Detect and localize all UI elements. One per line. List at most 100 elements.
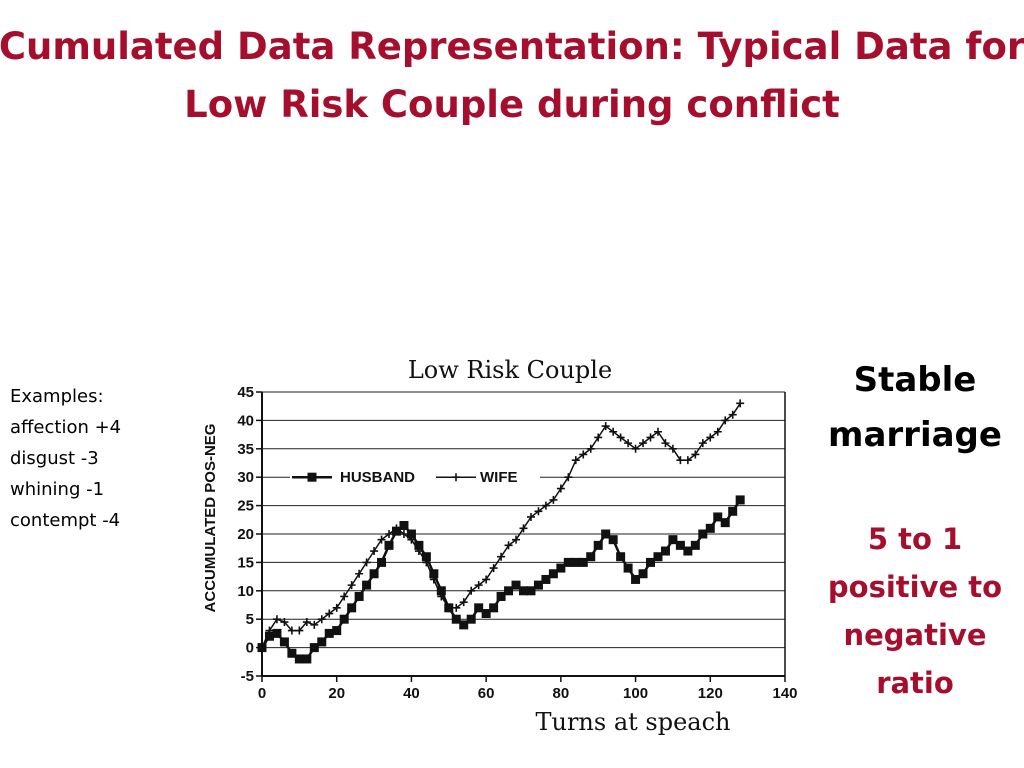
data-point-wife: [489, 564, 498, 573]
data-point-wife: [414, 547, 423, 556]
data-point-wife: [459, 598, 468, 607]
y-tick-label: 10: [237, 583, 254, 600]
data-point-husband: [384, 540, 394, 550]
data-point-wife: [661, 439, 670, 448]
data-point-husband: [653, 552, 663, 562]
data-point-husband: [369, 569, 379, 579]
data-point-husband: [556, 563, 566, 573]
data-point-wife: [474, 581, 483, 590]
legend-husband-marker: [307, 472, 317, 482]
data-point-wife: [437, 592, 446, 601]
data-point-husband: [548, 569, 558, 579]
data-point-husband: [354, 591, 364, 601]
ratio-line-4: ratio: [876, 666, 954, 700]
y-tick-label: 20: [237, 526, 254, 543]
data-point-wife: [272, 615, 281, 624]
data-point-wife: [482, 575, 491, 584]
data-point-wife: [728, 410, 737, 419]
data-point-husband: [414, 540, 424, 550]
data-point-husband: [294, 654, 304, 664]
ratio-line-3: negative: [843, 618, 987, 652]
data-point-husband: [436, 586, 446, 596]
legend-wife-marker: [452, 473, 460, 482]
data-point-wife: [601, 422, 610, 431]
data-point-husband: [324, 628, 334, 638]
data-point-wife: [639, 439, 648, 448]
data-point-husband: [317, 637, 327, 647]
data-point-wife: [512, 535, 521, 544]
data-point-husband: [511, 580, 521, 590]
x-tick-label: 20: [328, 685, 345, 702]
data-point-wife: [556, 484, 565, 493]
data-point-husband: [474, 603, 484, 613]
series-wife: [258, 399, 745, 652]
data-point-husband: [601, 529, 611, 539]
data-point-wife: [526, 512, 535, 521]
data-point-husband: [339, 614, 349, 624]
data-point-wife: [519, 524, 528, 533]
data-point-wife: [691, 450, 700, 459]
examples-heading: Examples:: [10, 386, 104, 407]
data-point-husband: [279, 637, 289, 647]
example-affection: affection +4: [10, 417, 122, 438]
y-tick-label: 35: [237, 441, 254, 458]
data-point-wife: [392, 524, 401, 533]
x-tick-label: 140: [772, 685, 797, 702]
data-point-husband: [728, 506, 738, 516]
data-point-husband: [675, 540, 685, 550]
data-point-wife: [295, 626, 304, 635]
data-point-husband: [608, 535, 618, 545]
data-point-wife: [340, 592, 349, 601]
data-point-wife: [355, 569, 364, 578]
data-point-husband: [429, 569, 439, 579]
data-point-husband: [593, 540, 603, 550]
data-point-wife: [571, 456, 580, 465]
y-axis-label: ACCUMULATED POS-NEG: [202, 424, 219, 613]
stable-line-2: marriage: [828, 415, 1002, 455]
data-point-husband: [616, 552, 626, 562]
data-point-husband: [631, 574, 641, 584]
y-tick-label: 40: [237, 412, 254, 429]
ratio-line-2: positive to: [827, 570, 1003, 604]
data-point-wife: [422, 558, 431, 567]
data-point-husband: [459, 620, 469, 630]
data-point-wife: [280, 618, 289, 627]
data-point-wife: [713, 427, 722, 436]
data-point-husband: [287, 648, 297, 658]
data-point-wife: [407, 535, 416, 544]
data-point-wife: [541, 501, 550, 510]
legend-husband-label: HUSBAND: [340, 469, 415, 486]
data-point-husband: [533, 580, 543, 590]
data-point-husband: [563, 557, 573, 567]
data-point-husband: [377, 557, 387, 567]
data-point-wife: [609, 427, 618, 436]
data-point-wife: [332, 603, 341, 612]
data-point-husband: [362, 580, 372, 590]
legend-wife-label: WIFE: [480, 469, 518, 486]
data-point-wife: [362, 558, 371, 567]
data-point-wife: [616, 433, 625, 442]
data-point-wife: [444, 603, 453, 612]
stable-marriage-label: Stable marriage: [820, 353, 1010, 463]
legend: HUSBAND WIFE: [290, 467, 540, 488]
data-point-wife: [668, 444, 677, 453]
chart-title: Low Risk Couple: [408, 356, 612, 384]
data-point-wife: [586, 444, 595, 453]
data-point-wife: [721, 416, 730, 425]
data-point-wife: [287, 626, 296, 635]
data-point-husband: [578, 557, 588, 567]
data-point-wife: [399, 530, 408, 538]
data-point-husband: [481, 609, 491, 619]
data-point-wife: [265, 626, 274, 635]
data-point-wife: [564, 473, 573, 482]
data-point-wife: [377, 535, 386, 544]
data-point-husband: [451, 614, 461, 624]
data-point-husband: [713, 512, 723, 522]
data-point-husband: [272, 628, 282, 638]
data-point-husband: [705, 523, 715, 533]
data-point-husband: [720, 518, 730, 528]
data-point-husband: [496, 591, 506, 601]
